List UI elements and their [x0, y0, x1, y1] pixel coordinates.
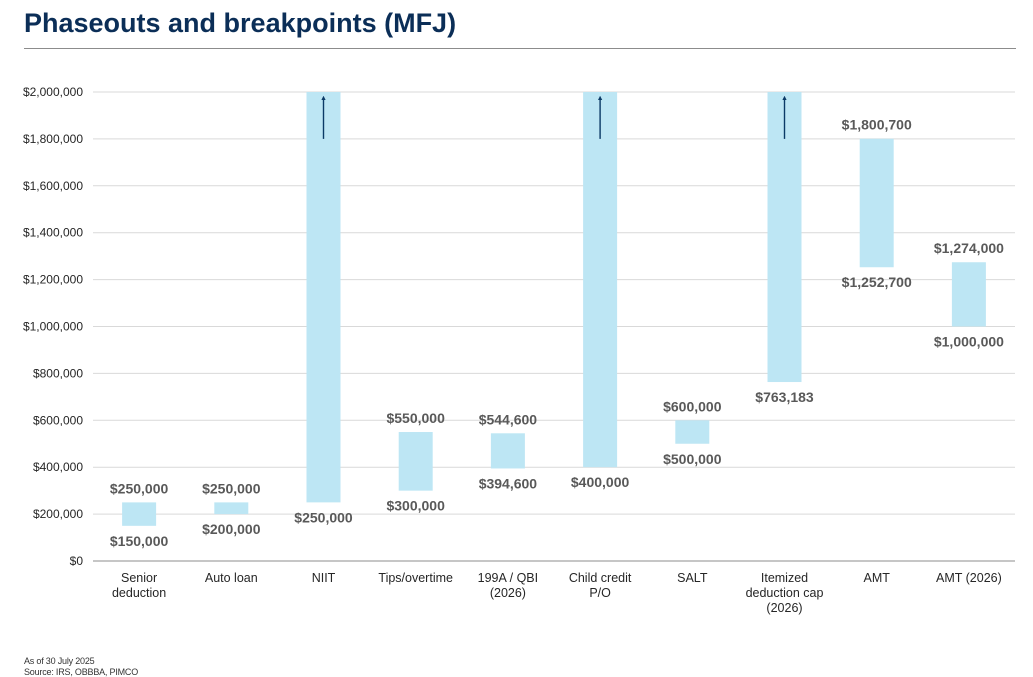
- range-low-label: $400,000: [571, 474, 630, 490]
- y-tick-label: $200,000: [33, 507, 83, 521]
- range-bar: [675, 420, 710, 444]
- x-category-label: Senior: [121, 571, 157, 585]
- range-low-label: $250,000: [294, 509, 353, 525]
- range-bar: [306, 92, 341, 503]
- range-high-label: $1,800,700: [842, 117, 912, 133]
- footnote-date: As of 30 July 2025: [24, 656, 95, 666]
- range-bar: [398, 432, 433, 491]
- title-divider: [24, 48, 1016, 49]
- page-title: Phaseouts and breakpoints (MFJ): [24, 8, 457, 38]
- x-category-label: Child credit: [569, 571, 632, 585]
- range-high-label: $550,000: [386, 410, 445, 426]
- y-tick-label: $400,000: [33, 460, 83, 474]
- y-tick-label: $600,000: [33, 413, 83, 427]
- range-bar: [859, 138, 894, 268]
- x-category-label: 199A / QBI: [478, 571, 538, 585]
- footnote-source: Source: IRS, OBBBA, PIMCO: [24, 667, 139, 677]
- range-bar: [767, 92, 802, 383]
- range-high-label: $250,000: [202, 480, 261, 496]
- x-category-label: (2026): [766, 601, 802, 615]
- range-low-label: $200,000: [202, 521, 261, 537]
- range-bar: [122, 502, 157, 526]
- y-tick-label: $1,600,000: [23, 179, 83, 193]
- y-tick-label: $1,400,000: [23, 226, 83, 240]
- x-category-label: P/O: [589, 586, 611, 600]
- x-category-label: Tips/overtime: [378, 571, 453, 585]
- range-low-label: $1,000,000: [934, 334, 1004, 350]
- y-tick-label: $1,800,000: [23, 132, 83, 146]
- range-low-label: $300,000: [386, 498, 445, 514]
- range-low-label: $763,183: [755, 389, 814, 405]
- range-low-label: $394,600: [479, 475, 538, 491]
- range-high-label: $250,000: [110, 480, 169, 496]
- range-bar: [490, 433, 525, 469]
- x-category-label: deduction: [112, 586, 166, 600]
- y-tick-label: $1,000,000: [23, 320, 83, 334]
- y-tick-label: $1,200,000: [23, 273, 83, 287]
- range-high-label: $544,600: [479, 411, 538, 427]
- x-category-label: AMT: [864, 571, 891, 585]
- x-category-label: deduction cap: [746, 586, 824, 600]
- range-bar: [214, 502, 249, 515]
- x-category-label: Auto loan: [205, 571, 258, 585]
- range-high-label: $600,000: [663, 398, 722, 414]
- y-tick-label: $800,000: [33, 366, 83, 380]
- range-high-label: $1,274,000: [934, 240, 1004, 256]
- range-low-label: $500,000: [663, 451, 722, 467]
- x-category-label: (2026): [490, 586, 526, 600]
- x-category-label: AMT (2026): [936, 571, 1002, 585]
- y-tick-label: $2,000,000: [23, 85, 83, 99]
- y-tick-label: $0: [70, 554, 84, 568]
- x-category-label: SALT: [677, 571, 708, 585]
- x-category-label: NIIT: [312, 571, 336, 585]
- range-bar: [951, 262, 986, 327]
- range-bar: [583, 92, 618, 468]
- range-low-label: $1,252,700: [842, 274, 912, 290]
- x-category-label: Itemized: [761, 571, 808, 585]
- range-low-label: $150,000: [110, 533, 169, 549]
